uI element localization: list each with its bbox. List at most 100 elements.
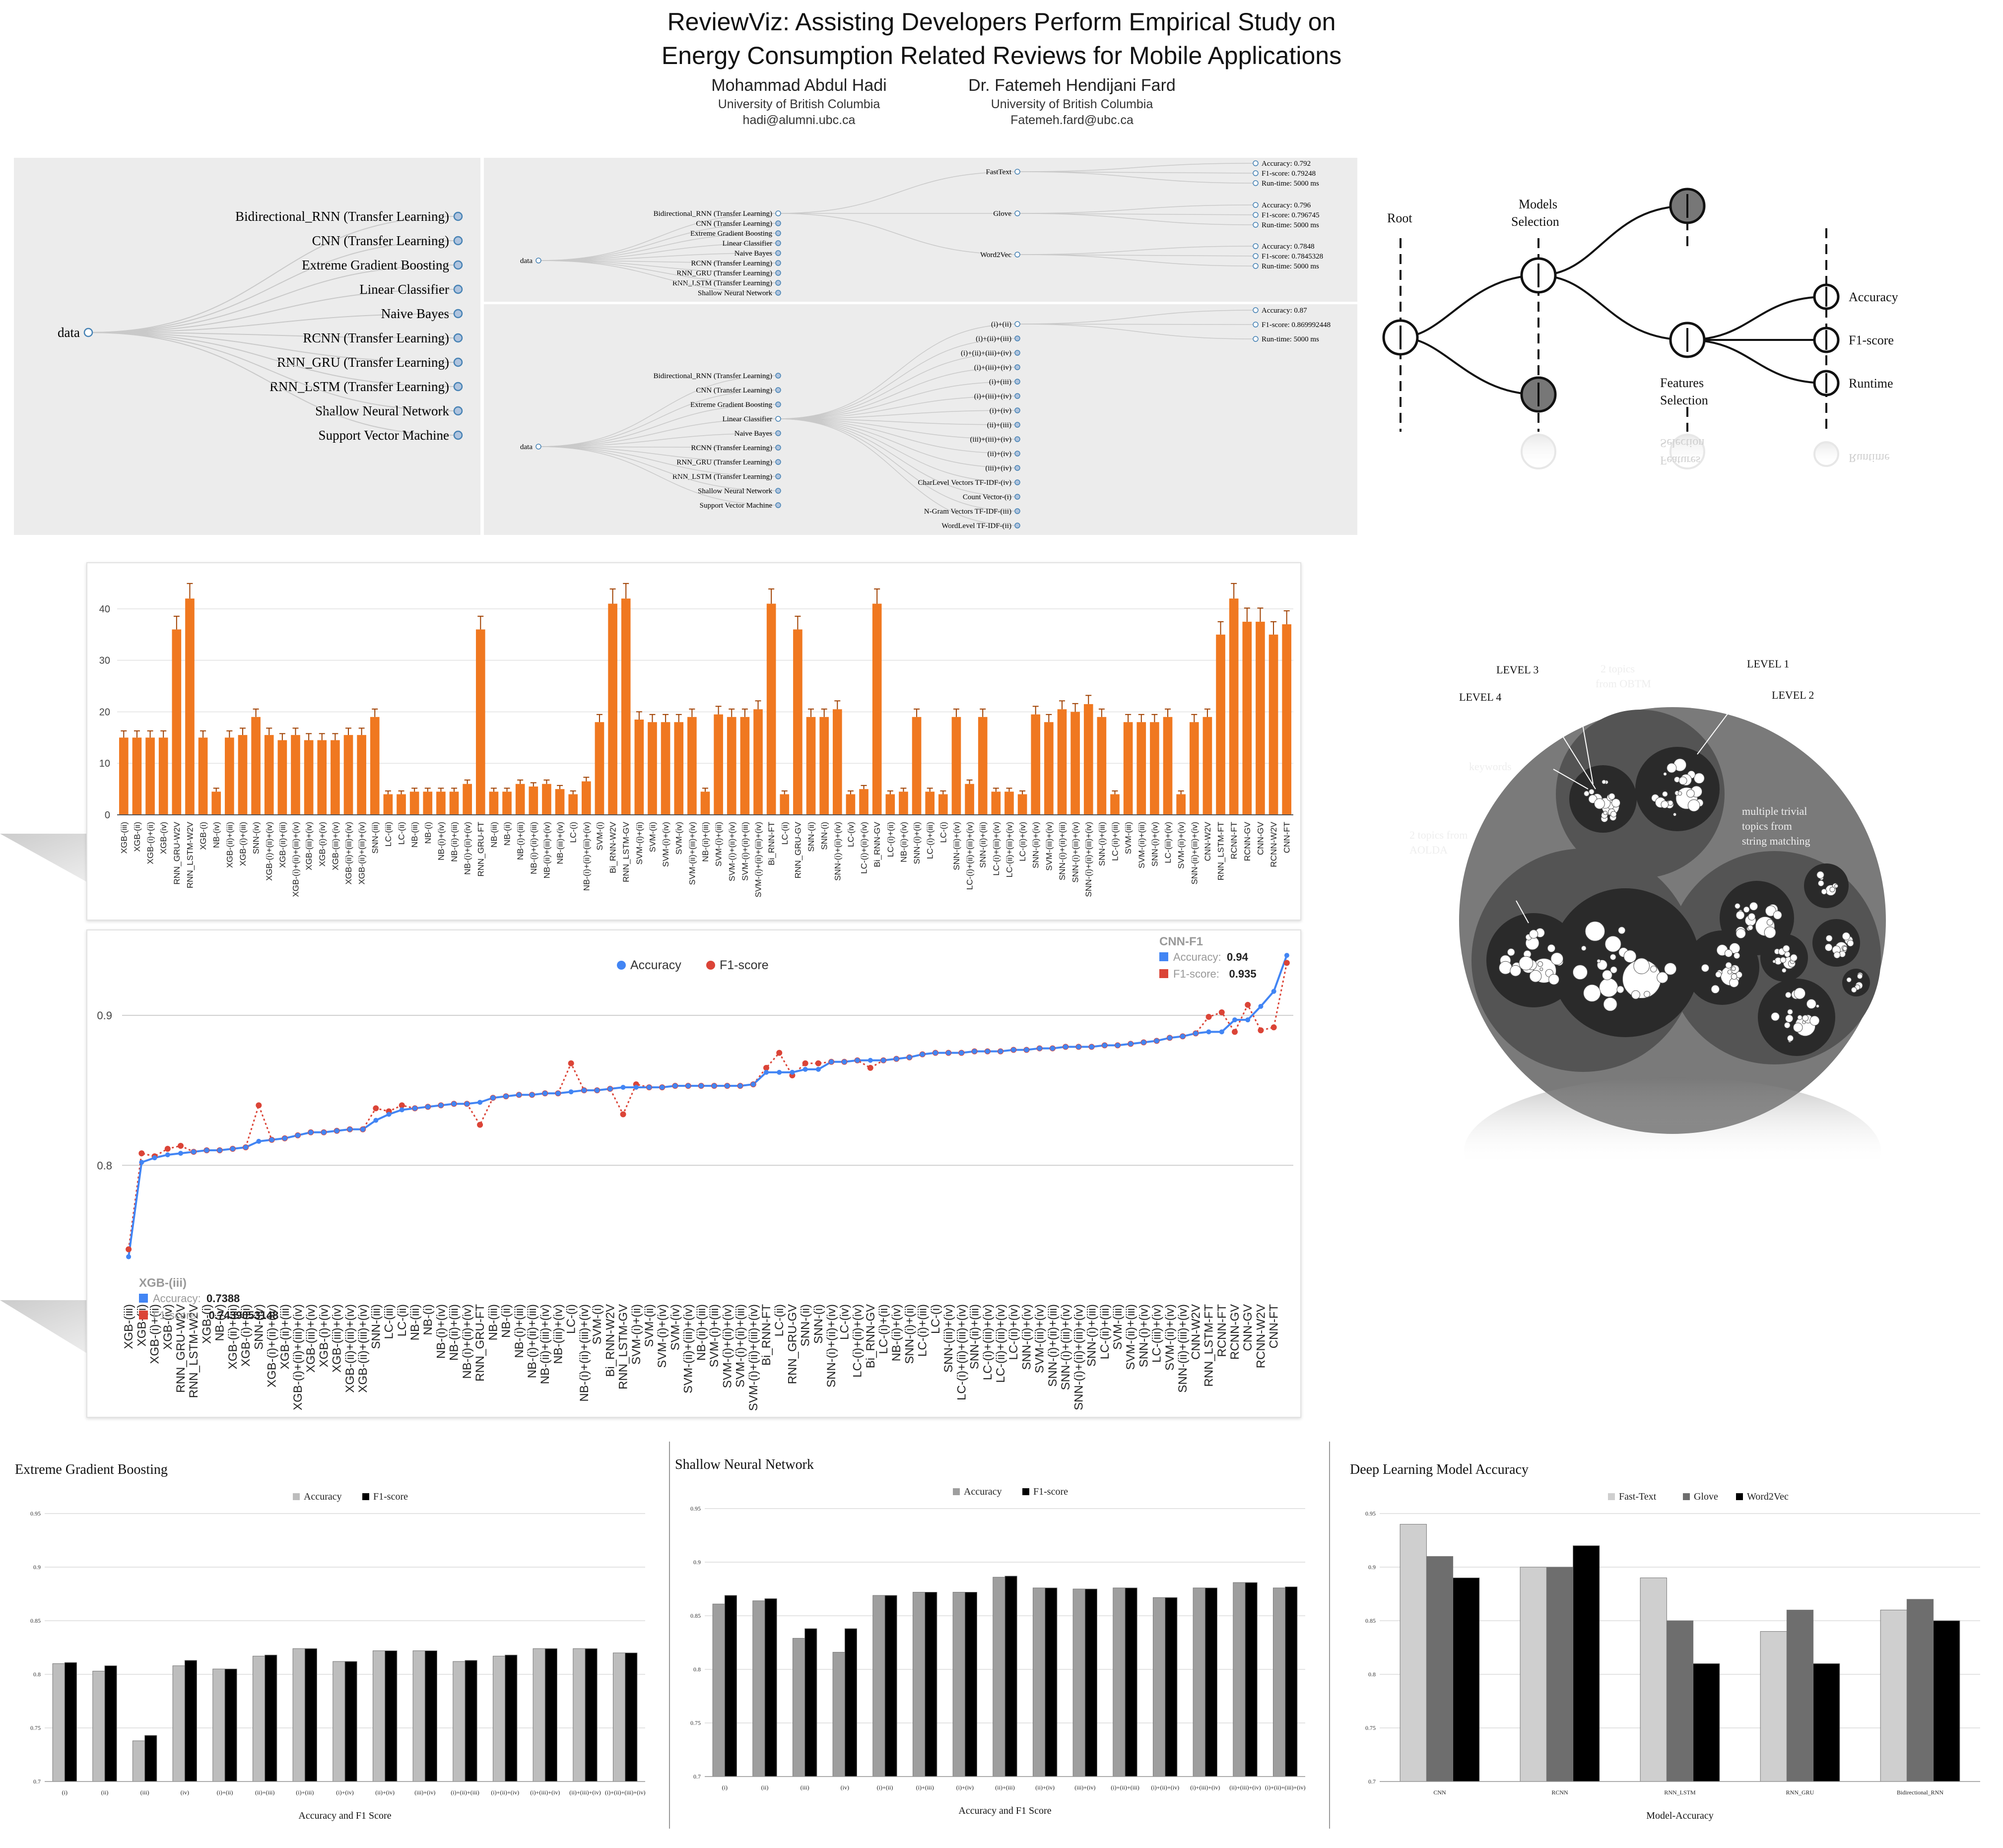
x-tick-label: RCNN bbox=[1551, 1789, 1568, 1796]
x-tick-label: XGB-(i)+(ii) bbox=[148, 1304, 162, 1364]
x-tick-label: SVM-(i)+(ii)+(iv) bbox=[721, 1304, 734, 1388]
legend-swatch bbox=[953, 1488, 960, 1495]
tree-link bbox=[1017, 163, 1256, 172]
author-1: Mohammad Abdul Hadi University of Britis… bbox=[640, 74, 958, 128]
keyword-circles bbox=[1499, 758, 1863, 1043]
bar bbox=[1813, 1663, 1840, 1782]
tree-node-label: N-Gram Vectors TF-IDF-(iii) bbox=[924, 508, 1011, 516]
x-tick-label: SVM-(i)+(iv) bbox=[661, 822, 670, 867]
bubble-label: 2 topics bbox=[1601, 662, 1635, 675]
bubble-reflection bbox=[1464, 1077, 1881, 1226]
author-email[interactable]: Fatemeh.fard@ubc.ca bbox=[1010, 113, 1134, 127]
tree-node bbox=[1014, 210, 1020, 216]
x-tick-label: (i)+(ii)+(iii)+(iv) bbox=[1265, 1784, 1306, 1791]
author-email[interactable]: hadi@alumni.ubc.ca bbox=[742, 113, 856, 127]
keyword-circle bbox=[1781, 968, 1787, 973]
x-tick-label: LC-(i)+(iii) bbox=[926, 822, 935, 859]
accuracy-point bbox=[1193, 1031, 1199, 1036]
x-tick-label: NB-(i)+(iv) bbox=[436, 822, 446, 860]
bar bbox=[252, 1655, 266, 1782]
tree-link bbox=[1017, 246, 1256, 255]
x-tick-label: SNN-(i)+(ii)+(iii) bbox=[1058, 822, 1067, 880]
tree-node bbox=[775, 290, 781, 296]
x-tick-label: NB-(iii) bbox=[486, 1304, 500, 1340]
f1-point bbox=[776, 1050, 783, 1056]
tree-link bbox=[1017, 254, 1256, 257]
x-tick-label: LC-(i)+(ii)+(iv) bbox=[860, 822, 869, 874]
x-tick-label: (i)+(ii)+(iv) bbox=[491, 1789, 519, 1796]
keyword-circle bbox=[1602, 780, 1606, 785]
accuracy-point bbox=[126, 1254, 132, 1259]
tree-link bbox=[538, 233, 779, 261]
bar bbox=[291, 735, 300, 815]
tree-node-label: (iii)+(iv) bbox=[985, 464, 1011, 472]
tree-link bbox=[538, 433, 779, 447]
accuracy-point bbox=[842, 1059, 847, 1064]
accuracy-point bbox=[581, 1088, 587, 1093]
x-tick-label: SVM-(i)+(iii) bbox=[708, 1304, 721, 1367]
tree-leaf-node bbox=[1253, 170, 1259, 176]
tree-node-label: Naive Bayes bbox=[734, 430, 772, 438]
bar bbox=[582, 781, 591, 815]
bar bbox=[1004, 1576, 1017, 1777]
x-tick-label: NB-(ii) bbox=[503, 822, 512, 846]
bar bbox=[991, 792, 1001, 815]
x-tick-label: (ii)+(iii)+(iv) bbox=[1229, 1784, 1261, 1791]
bar bbox=[238, 735, 248, 815]
bar bbox=[92, 1671, 105, 1782]
tree-node-label: CNN (Transfer Learning) bbox=[696, 387, 772, 395]
x-tick-label: SVM-(i)+(ii)+(iv) bbox=[727, 822, 736, 881]
bar bbox=[385, 1650, 398, 1782]
tooltip-label: F1-score: bbox=[1173, 968, 1219, 980]
tree-node bbox=[1014, 169, 1020, 175]
accuracy-point bbox=[1258, 1003, 1264, 1009]
accuracy-point bbox=[1024, 1047, 1029, 1053]
legend-swatch bbox=[1683, 1493, 1690, 1500]
accuracy-point bbox=[295, 1132, 300, 1138]
x-tick-label: NB-(ii) bbox=[500, 1304, 513, 1338]
keyword-circle bbox=[1610, 966, 1617, 974]
x-tick-label: XGB-(i)+(ii)+(iii)+(iv) bbox=[291, 1304, 305, 1410]
x-tick-label: (i)+(ii)+(iii) bbox=[451, 1789, 479, 1796]
x-tick-label: LC-(iii)+(iv) bbox=[1150, 1304, 1164, 1363]
edge-models-top bbox=[1538, 205, 1688, 276]
tree-node-label: CNN (Transfer Learning) bbox=[696, 220, 772, 228]
x-tick-label: SNN-(ii)+(iii)+(iv) bbox=[1190, 822, 1199, 885]
y-tick-label: 0.8 bbox=[97, 1159, 112, 1172]
x-tick-label: RNN_LSTM bbox=[1664, 1789, 1696, 1796]
keyword-circle bbox=[1731, 966, 1736, 971]
x-tick-label: CNN-GV bbox=[1241, 1304, 1255, 1351]
keyword-circle bbox=[1701, 964, 1710, 972]
x-tick-label: SVM-(iii)+(iv) bbox=[1044, 822, 1054, 871]
x-tick-label: SNN-(i)+(ii)+(iii) bbox=[1046, 1304, 1060, 1387]
bar bbox=[885, 794, 895, 815]
accuracy-point bbox=[542, 1091, 548, 1096]
tree-link bbox=[1017, 213, 1256, 215]
bar-chart-frame: 0 10 20 30 40 XGB-(iii) XGB-(ii) XGB-(i)+(ii) XG… bbox=[86, 562, 1301, 921]
tree-node-label: Word2Vec bbox=[980, 251, 1011, 259]
x-tick-label: (iii)+(iv) bbox=[1074, 1784, 1095, 1791]
bar bbox=[489, 792, 499, 815]
accuracy-point bbox=[555, 1091, 561, 1096]
tree-node bbox=[1014, 494, 1020, 500]
keyword-circle bbox=[1572, 965, 1588, 980]
x-tick-label: SVM-(ii)+(iii) bbox=[1137, 822, 1146, 868]
tree-node-label: RNN_GRU (Transfer Learning) bbox=[676, 459, 772, 466]
bar bbox=[804, 1628, 817, 1777]
accuracy-point bbox=[451, 1101, 457, 1107]
tree-root-node bbox=[535, 444, 541, 450]
bar bbox=[1004, 792, 1014, 815]
keyword-circle bbox=[1771, 1012, 1780, 1021]
keyword-circle bbox=[1583, 984, 1601, 1002]
tree-node-label: Bidirectional_RNN (Transfer Learning) bbox=[654, 210, 772, 218]
x-tick-label: Bi_RNN-GV bbox=[872, 821, 882, 867]
f1-point bbox=[256, 1102, 262, 1109]
accuracy-point bbox=[477, 1100, 483, 1105]
tree-link bbox=[1017, 171, 1256, 184]
x-tick-label: CNN-FT bbox=[1282, 822, 1292, 853]
keyword-circle bbox=[1519, 956, 1534, 971]
bar bbox=[859, 789, 868, 815]
bar bbox=[952, 1591, 965, 1777]
legend-accuracy-marker bbox=[617, 961, 626, 970]
tree-node bbox=[775, 250, 781, 256]
